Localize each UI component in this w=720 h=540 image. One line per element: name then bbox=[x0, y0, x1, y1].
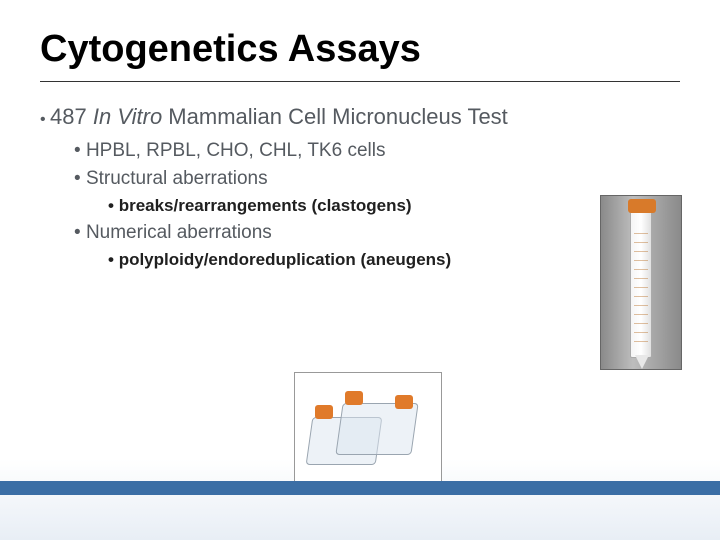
slide: Cytogenetics Assays 487 In Vitro Mammali… bbox=[0, 0, 720, 540]
bullet-list-lvl2: HPBL, RPBL, CHO, CHL, TK6 cells Structur… bbox=[74, 140, 680, 270]
flask-icon bbox=[335, 403, 418, 455]
lvl1-italic: In Vitro bbox=[93, 104, 162, 129]
flask-cap-icon bbox=[345, 391, 363, 405]
lvl2-text-2: Numerical aberrations bbox=[86, 222, 272, 243]
footer-accent-bar bbox=[0, 481, 720, 495]
bullet-lvl3-item: polyploidy/endoreduplication (aneugens) bbox=[108, 250, 680, 270]
lvl2-text-1: Structural aberrations bbox=[86, 168, 268, 189]
lvl3-text-2-0: polyploidy/endoreduplication (aneugens) bbox=[119, 250, 451, 269]
tube-cap-icon bbox=[628, 199, 656, 213]
bullet-lvl2-item: HPBL, RPBL, CHO, CHL, TK6 cells bbox=[74, 140, 680, 162]
tube-body-icon bbox=[630, 208, 652, 358]
bullet-lvl2-item: Structural aberrations breaks/rearrangem… bbox=[74, 168, 680, 216]
lvl2-text-0: HPBL, RPBL, CHO, CHL, TK6 cells bbox=[86, 140, 386, 161]
bullet-lvl1-item: 487 In Vitro Mammalian Cell Micronucleus… bbox=[40, 104, 680, 270]
bullet-list-lvl3: breaks/rearrangements (clastogens) bbox=[108, 196, 680, 216]
bullet-list-lvl1: 487 In Vitro Mammalian Cell Micronucleus… bbox=[40, 104, 680, 270]
bullet-list-lvl3: polyploidy/endoreduplication (aneugens) bbox=[108, 250, 680, 270]
culture-flasks-image bbox=[294, 372, 442, 486]
lvl1-prefix: 487 bbox=[50, 104, 93, 129]
title-underline bbox=[40, 81, 680, 82]
tube-graduations-icon bbox=[634, 225, 648, 349]
flask-cap-icon bbox=[315, 405, 333, 419]
flask-cap-icon bbox=[395, 395, 413, 409]
lvl3-text-1-0: breaks/rearrangements (clastogens) bbox=[119, 196, 412, 215]
centrifuge-tube-image bbox=[600, 195, 682, 370]
bullet-lvl2-item: Numerical aberrations polyploidy/endored… bbox=[74, 222, 680, 270]
slide-title: Cytogenetics Assays bbox=[40, 28, 680, 71]
tube-tip-icon bbox=[635, 355, 649, 369]
lvl1-rest: Mammalian Cell Micronucleus Test bbox=[162, 104, 508, 129]
bullet-lvl3-item: breaks/rearrangements (clastogens) bbox=[108, 196, 680, 216]
